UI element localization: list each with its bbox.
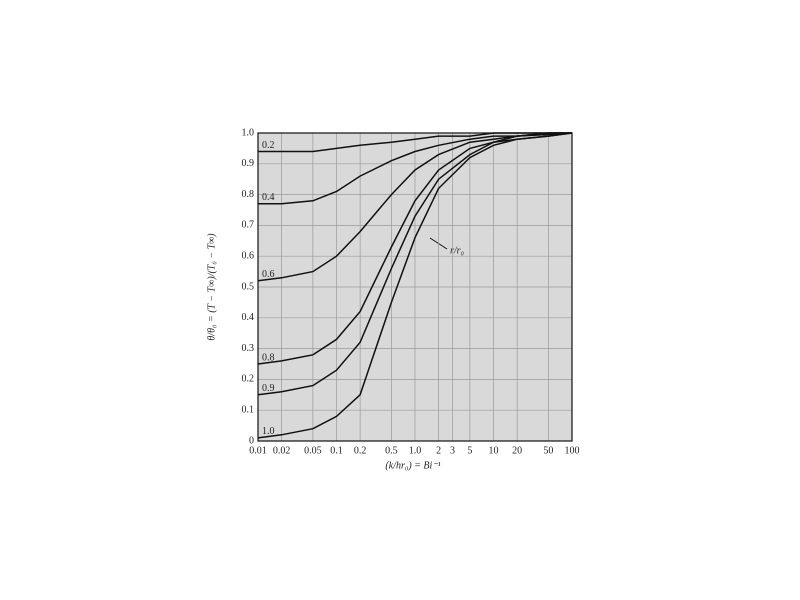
y-tick-label: 0.3: [242, 343, 255, 354]
y-tick-label: 0.2: [242, 374, 255, 385]
series-label: 0.4: [262, 192, 275, 203]
x-tick-label: 100: [565, 445, 580, 456]
series-label: 0.8: [262, 352, 275, 363]
x-axis-label: (k/hr₀) = Bi⁻¹: [385, 460, 440, 471]
series-label: 0.6: [262, 269, 275, 280]
x-tick-label: 50: [543, 445, 553, 456]
y-tick-label: 0: [249, 435, 254, 446]
x-tick-label: 3: [450, 445, 455, 456]
y-tick-label: 1.0: [242, 127, 255, 138]
y-tick-label: 0.4: [242, 312, 255, 323]
series-label: 0.9: [262, 383, 275, 394]
y-tick-label: 0.7: [242, 220, 255, 231]
x-tick-label: 5: [467, 445, 472, 456]
series-label: 0.2: [262, 140, 275, 151]
y-tick-label: 0.8: [242, 189, 255, 200]
y-tick-label: 0.6: [242, 250, 255, 261]
x-tick-label: 0.5: [385, 445, 398, 456]
y-tick-label: 0.1: [242, 404, 255, 415]
y-axis-label: θ/θ₀ = (T − T∞)/(T₀ − T∞): [206, 233, 217, 341]
x-tick-label: 0.1: [330, 445, 343, 456]
x-tick-label: 0.02: [273, 445, 291, 456]
x-tick-label: 20: [512, 445, 522, 456]
x-tick-label: 2: [436, 445, 441, 456]
series-line: [257, 132, 573, 439]
annotation: r/r₀: [450, 245, 465, 256]
x-tick-label: 0.2: [354, 445, 367, 456]
x-tick-label: 0.01: [249, 445, 267, 456]
series-line: [257, 132, 573, 365]
x-tick-label: 1.0: [409, 445, 422, 456]
y-tick-label: 0.5: [242, 281, 255, 292]
plot-frame: [257, 132, 573, 442]
series-label: 1.0: [262, 426, 275, 437]
x-tick-label: 0.05: [304, 445, 322, 456]
x-tick-label: 10: [489, 445, 499, 456]
y-tick-label: 0.9: [242, 158, 255, 169]
series-line: [258, 132, 572, 153]
